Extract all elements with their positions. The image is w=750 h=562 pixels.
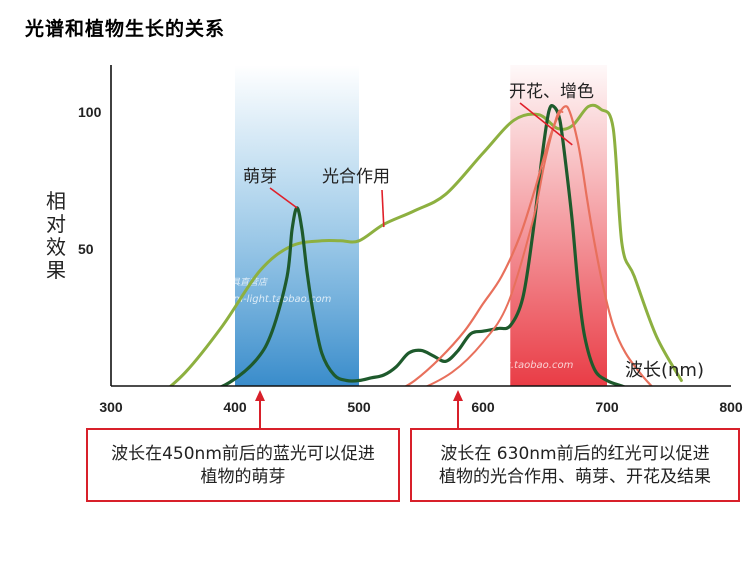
blue-callout-arrow: [255, 390, 265, 428]
watermark-text: http://bbm-light.taobao.com: [190, 294, 332, 305]
photosynthesis-curve: [168, 103, 683, 386]
page-title: 光谱和植物生长的关系: [25, 18, 226, 40]
annotation-photosynthesis: 光合作用: [322, 167, 390, 187]
watermark-text: http://bbm-light.taobao.com: [432, 360, 574, 371]
watermark-text: 百莉莎灯具直营店: [195, 277, 269, 288]
annotation-germination: 萌芽: [243, 167, 277, 187]
x-tick-label: 400: [223, 399, 247, 415]
annotation-leader-line: [269, 187, 298, 209]
x-tick-label: 600: [471, 399, 495, 415]
y-axis-label: 相对效果: [46, 189, 66, 282]
red-callout-line2: 植物的光合作用、萌芽、开花及结果: [439, 467, 711, 487]
annotation-leader-line: [519, 102, 573, 146]
red-callout-arrow: [453, 390, 463, 428]
blue-callout-line2: 植物的萌芽: [200, 467, 286, 487]
red-callout-line1: 波长在 630nm前后的红光可以促进: [440, 444, 710, 464]
x-tick-label: 300: [99, 399, 123, 415]
red-light-callout: 波长在 630nm前后的红光可以促进 植物的光合作用、萌芽、开花及结果: [410, 428, 740, 502]
blue-callout-line1: 波长在450nm前后的蓝光可以促进: [111, 444, 375, 464]
x-tick-label: 800: [719, 399, 743, 415]
x-tick-label: 500: [347, 399, 371, 415]
annotation-leader-line: [381, 189, 385, 228]
x-axis-label: 波长(nm): [625, 360, 704, 381]
red-secondary-curve: [425, 109, 564, 386]
annotation-flowering: 开花、增色: [509, 82, 594, 102]
x-tick-label: 700: [595, 399, 619, 415]
flowering-curve: [404, 105, 653, 386]
y-tick-label: 100: [78, 104, 102, 120]
blue-light-callout: 波长在450nm前后的蓝光可以促进 植物的萌芽: [86, 428, 400, 502]
y-tick-label: 50: [78, 241, 94, 257]
watermark-text: 百莉莎灯具直营店: [435, 344, 509, 355]
blue-band: [235, 65, 359, 386]
